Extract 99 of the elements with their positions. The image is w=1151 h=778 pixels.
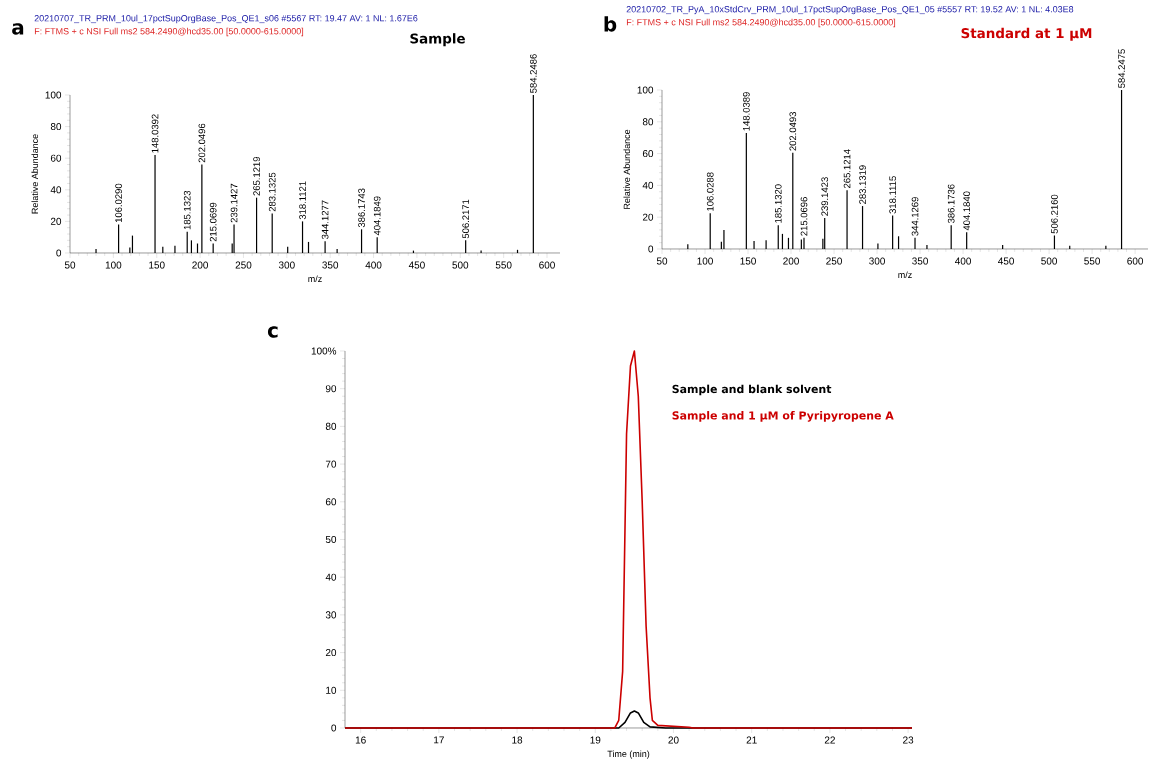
y-tick-label: 40 (642, 181, 654, 189)
x-tick-label: 100 (105, 261, 122, 269)
annotation: 215.0699 (209, 202, 217, 242)
y-tick-label: 10 (326, 686, 337, 694)
y-tick-label: 0 (56, 249, 62, 257)
x-axis-title: m/z (898, 271, 912, 278)
y-tick-label: 60 (325, 498, 337, 506)
y-tick-label: 80 (325, 422, 337, 430)
x-tick-label: 19 (590, 736, 601, 744)
x-tick-label: 450 (998, 257, 1015, 265)
text: b (604, 16, 617, 32)
annotation: 404.1840 (963, 191, 971, 231)
annotation: 202.0496 (198, 123, 206, 163)
annotation: 344.1269 (911, 197, 919, 236)
annotation: 584.2475 (1118, 49, 1125, 88)
y-tick-label: 100% (311, 347, 337, 355)
x-tick-label: 500 (1041, 257, 1058, 265)
x-tick-label: 50 (656, 257, 668, 265)
x-tick-label: 150 (740, 257, 756, 265)
annotation: 386.1736 (947, 184, 955, 224)
y-tick-label: 40 (325, 573, 337, 581)
annotation: 265.1214 (843, 149, 851, 188)
annotation: 239.1427 (230, 183, 238, 223)
x-tick-label: 200 (192, 261, 209, 269)
x-tick-label: 300 (278, 261, 295, 269)
annotation: 185.1323 (183, 190, 191, 230)
y-tick-label: 40 (50, 186, 62, 194)
x-tick-label: 550 (495, 261, 512, 269)
x-tick-label: 100 (697, 257, 713, 265)
annotation: 148.0392 (151, 114, 159, 153)
x-tick-label: 21 (746, 736, 757, 744)
text: F: FTMS + c NSI Full ms2 584.2490@hcd35.00 [50.0000-615.0000] (34, 27, 304, 37)
text: c (267, 326, 278, 338)
annotation: 106.0290 (115, 183, 122, 223)
text: 20210707_TR_PRM_10ul_17pctSupOrgBase_Pos_QE1_s06 #5567 RT: 19.47 AV: 1 NL: 1.67E6 (34, 14, 418, 24)
annotation: 506.2171 (462, 199, 470, 239)
x-tick-label: 250 (826, 257, 842, 265)
y-tick-label: 90 (325, 385, 337, 393)
x-tick-label: 400 (365, 261, 382, 269)
x-tick-label: 250 (235, 261, 252, 269)
y-axis-title: Relative Abundance (623, 129, 631, 209)
y-tick-label: 60 (642, 150, 654, 158)
x-tick-label: 600 (1127, 257, 1144, 265)
annotation: 344.1277 (321, 200, 329, 240)
y-tick-label: 80 (642, 118, 654, 126)
y-tick-label: 30 (325, 611, 337, 619)
x-tick-label: 500 (452, 261, 469, 269)
x-tick-label: 20 (668, 736, 679, 744)
y-tick-label: 70 (325, 460, 337, 468)
x-tick-label: 200 (783, 257, 799, 265)
y-tick-label: 0 (648, 245, 654, 253)
y-axis-title: Relative Abundance (31, 134, 39, 214)
y-tick-label: 100 (45, 91, 62, 99)
annotation: 283.1319 (859, 165, 866, 204)
text: Sample and 1 µM of Pyripyropene A (672, 411, 894, 422)
annotation: 283.1325 (268, 172, 276, 212)
annotation: 215.0696 (800, 197, 808, 236)
chart-title: Sample (410, 33, 465, 47)
annotation: 106.0288 (706, 172, 714, 211)
y-tick-label: 20 (642, 213, 654, 221)
annotation: 185.1320 (774, 184, 782, 223)
y-tick-label: 20 (50, 217, 62, 225)
annotation: 386.1743 (358, 188, 365, 228)
y-tick-label: 100 (637, 86, 654, 94)
x-tick-label: 450 (408, 261, 425, 269)
x-tick-label: 350 (322, 261, 339, 269)
x-tick-label: 150 (149, 261, 165, 269)
y-tick-label: 50 (325, 535, 337, 544)
annotation: 202.0493 (789, 112, 797, 151)
annotation: 506.2160 (1051, 194, 1058, 234)
text: a (12, 23, 24, 35)
annotation: 318.1115 (889, 176, 896, 214)
x-tick-label: 600 (539, 261, 555, 269)
annotation: 318.1121 (299, 181, 306, 220)
x-tick-label: 18 (512, 736, 523, 744)
x-tick-label: 17 (434, 736, 444, 744)
y-tick-label: 80 (50, 123, 62, 131)
annotation: 239.1423 (821, 177, 829, 216)
annotation: 265.1219 (253, 156, 260, 196)
y-tick-label: 60 (50, 154, 62, 162)
x-tick-label: 22 (824, 736, 835, 744)
annotation: 584.2486 (529, 54, 537, 93)
x-tick-label: 400 (955, 257, 971, 265)
y-tick-label: 0 (331, 724, 337, 732)
x-tick-label: 23 (903, 736, 914, 744)
text: F: FTMS + c NSI Full ms2 584.2490@hcd35.00 [50.0000-615.0000] (626, 18, 896, 28)
annotation: 404.1849 (373, 196, 381, 236)
annotation: 148.0389 (742, 92, 750, 131)
chart-title: Standard at 1 µM (961, 27, 1092, 41)
x-tick-label: 300 (869, 257, 885, 265)
x-tick-label: 16 (355, 736, 366, 744)
text: 20210702_TR_PyA_10xStdCrv_PRM_10ul_17pctSupOrgBase_Pos_QE1_05 #5557 RT: 19.52 AV: 1 NL: 4.03E8 (626, 5, 1074, 15)
x-axis-title: m/z (308, 275, 322, 282)
x-axis-title: Time (min) (607, 750, 650, 759)
y-tick-label: 20 (325, 649, 337, 657)
x-tick-label: 50 (64, 261, 76, 269)
text: Sample and blank solvent (672, 384, 832, 396)
x-tick-label: 550 (1084, 257, 1101, 265)
x-tick-label: 350 (912, 257, 928, 265)
